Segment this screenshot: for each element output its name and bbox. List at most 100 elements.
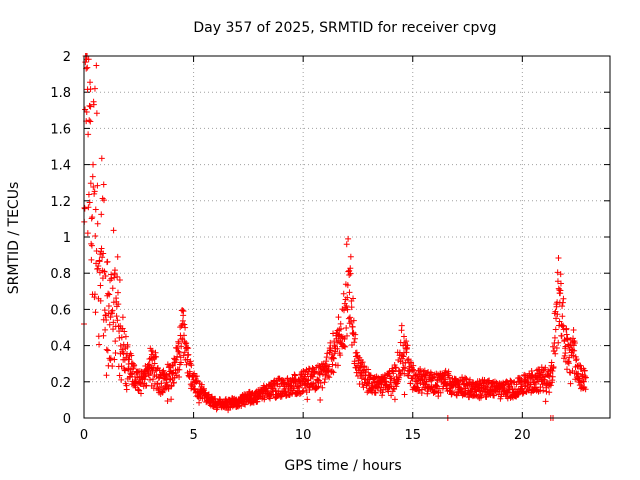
data-point xyxy=(305,365,312,372)
data-point xyxy=(177,354,184,361)
data-point xyxy=(97,297,104,304)
data-point xyxy=(102,312,109,319)
data-point xyxy=(100,197,107,204)
data-point xyxy=(327,339,334,346)
data-point xyxy=(101,268,108,275)
data-point xyxy=(111,356,118,363)
data-point xyxy=(562,350,569,357)
data-point xyxy=(179,307,186,314)
data-point xyxy=(330,355,337,362)
data-point xyxy=(491,392,498,399)
data-point xyxy=(343,324,350,331)
data-point xyxy=(120,350,127,357)
data-point xyxy=(154,381,161,388)
data-point xyxy=(103,316,110,323)
data-point xyxy=(582,386,589,393)
data-point xyxy=(385,384,392,391)
data-point xyxy=(360,384,367,391)
data-point xyxy=(118,376,125,383)
data-point xyxy=(86,199,93,206)
data-point xyxy=(103,372,110,379)
x-tick-label: 10 xyxy=(295,428,312,443)
data-point xyxy=(334,345,341,352)
data-point xyxy=(184,352,191,359)
data-point xyxy=(542,398,549,405)
data-point xyxy=(346,272,353,279)
data-point xyxy=(329,368,336,375)
data-point xyxy=(559,313,566,320)
data-point xyxy=(106,291,113,298)
data-point xyxy=(351,339,358,346)
data-point xyxy=(317,380,324,387)
data-point xyxy=(352,331,359,338)
data-point xyxy=(114,289,121,296)
axis-ticks: 00.20.40.60.811.21.41.61.820 5 10 15 20 xyxy=(50,50,610,443)
data-point xyxy=(555,339,562,346)
data-point xyxy=(513,381,520,388)
data-point xyxy=(98,211,105,218)
data-point xyxy=(309,365,316,372)
x-tick-label: 20 xyxy=(514,428,531,443)
data-point xyxy=(321,379,328,386)
data-point xyxy=(582,374,589,381)
data-point xyxy=(87,79,94,86)
data-point xyxy=(149,348,156,355)
data-point xyxy=(111,274,118,281)
data-point xyxy=(347,253,354,260)
data-point xyxy=(103,346,110,353)
data-point xyxy=(141,376,148,383)
data-point xyxy=(105,290,112,297)
data-point xyxy=(553,315,560,322)
data-point xyxy=(306,387,313,394)
data-point xyxy=(184,344,191,351)
data-point xyxy=(555,254,562,261)
data-point xyxy=(191,385,198,392)
data-point xyxy=(580,378,587,385)
data-point xyxy=(564,359,571,366)
data-point xyxy=(361,363,368,370)
data-point xyxy=(177,324,184,331)
data-point xyxy=(176,366,183,373)
data-point xyxy=(345,315,352,322)
data-point xyxy=(559,299,566,306)
data-point xyxy=(91,291,98,298)
data-point xyxy=(291,372,298,379)
data-point xyxy=(196,399,203,406)
data-point xyxy=(573,356,580,363)
data-point xyxy=(91,190,98,197)
data-point xyxy=(365,366,372,373)
data-point xyxy=(554,278,561,285)
data-point xyxy=(393,364,400,371)
y-tick-label: 1.2 xyxy=(50,195,71,210)
y-tick-label: 0.6 xyxy=(50,303,71,318)
data-point xyxy=(165,385,172,392)
data-point xyxy=(242,401,249,408)
data-point xyxy=(100,181,107,188)
data-point xyxy=(315,383,322,390)
data-point xyxy=(83,109,90,116)
data-point xyxy=(414,384,421,391)
data-point xyxy=(113,313,120,320)
data-point xyxy=(433,382,440,389)
data-point xyxy=(185,351,192,358)
data-point xyxy=(97,282,104,289)
data-point xyxy=(389,367,396,374)
data-point xyxy=(168,396,175,403)
data-point xyxy=(424,390,431,397)
data-point xyxy=(462,374,469,381)
data-point xyxy=(550,343,557,350)
data-point xyxy=(559,323,566,330)
data-point xyxy=(400,333,407,340)
data-point xyxy=(128,371,135,378)
data-point xyxy=(560,295,567,302)
data-point xyxy=(388,392,395,399)
data-point xyxy=(400,364,407,371)
data-point xyxy=(183,340,190,347)
data-point xyxy=(314,376,321,383)
data-point xyxy=(343,241,350,248)
data-point xyxy=(111,270,118,277)
data-point xyxy=(98,155,105,162)
data-point xyxy=(96,258,103,265)
data-point xyxy=(552,326,559,333)
data-point xyxy=(84,230,91,237)
